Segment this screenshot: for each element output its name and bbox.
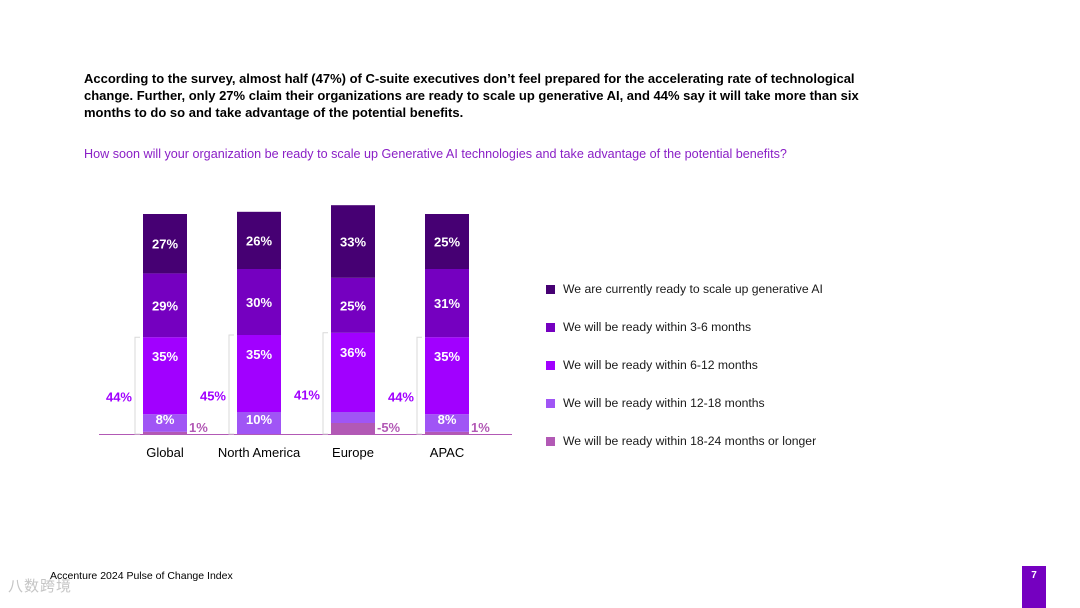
bar-segment xyxy=(425,431,469,434)
bar-segment xyxy=(425,214,469,269)
bar-segment xyxy=(331,205,375,278)
legend-swatch xyxy=(546,398,555,408)
footer-source: Accenture 2024 Pulse of Change Index xyxy=(50,570,233,582)
legend-item-6-12-months: We will be ready within 6-12 months xyxy=(546,346,886,384)
data-label: 33% xyxy=(340,235,366,250)
data-label: 29% xyxy=(152,298,178,313)
bracket-total-label: 44% xyxy=(106,390,132,405)
bar-segment xyxy=(331,423,375,434)
bracket-line xyxy=(416,336,422,435)
data-label: -5% xyxy=(377,420,401,435)
bar-segment xyxy=(143,214,187,274)
legend-label: We are currently ready to scale up gener… xyxy=(563,282,823,296)
data-label: 8% xyxy=(156,412,175,427)
bar-segment xyxy=(331,277,375,333)
category-label: Europe xyxy=(332,445,374,460)
bar-segment xyxy=(237,412,281,434)
data-label: 35% xyxy=(152,349,178,364)
intro-paragraph: According to the survey, almost half (47… xyxy=(84,71,859,120)
legend-item-ready-now: We are currently ready to scale up gener… xyxy=(546,270,886,308)
bar-segment xyxy=(143,337,187,415)
data-label: 26% xyxy=(246,233,272,248)
bar-segment xyxy=(143,431,187,434)
bar-segment xyxy=(425,337,469,415)
bracket-line xyxy=(228,334,234,435)
bar-segment xyxy=(143,414,187,432)
legend-swatch xyxy=(546,436,555,446)
data-label: 31% xyxy=(434,296,460,311)
data-label: 25% xyxy=(340,298,366,313)
bracket-total-label: 45% xyxy=(200,389,226,404)
survey-question: How soon will your organization be ready… xyxy=(84,147,787,161)
legend-item-12-18-months: We will be ready within 12-18 months xyxy=(546,384,886,422)
data-label: 1% xyxy=(471,420,490,435)
legend-swatch xyxy=(546,284,555,294)
bar-segment xyxy=(331,412,375,423)
data-label: 27% xyxy=(152,237,178,252)
bracket-total-label: 44% xyxy=(388,390,414,405)
data-label: 10% xyxy=(246,412,272,427)
data-label: 8% xyxy=(438,412,457,427)
data-label: 35% xyxy=(434,349,460,364)
stacked-bar-chart: 1% 8% 35% 29% 27% 44% Global 10% 35% 30% 26% 45% Nor… xyxy=(99,205,512,460)
legend-item-18-24-months: We will be ready within 18-24 months or … xyxy=(546,422,886,460)
page-number: 7 xyxy=(1022,566,1046,608)
category-label: Global xyxy=(146,445,184,460)
legend-swatch xyxy=(546,360,555,370)
legend-item-3-6-months: We will be ready within 3-6 months xyxy=(546,308,886,346)
bar-segment xyxy=(237,269,281,335)
legend-label: We will be ready within 3-6 months xyxy=(563,320,752,334)
data-label: 30% xyxy=(246,295,272,310)
bracket-total-label: 41% xyxy=(294,387,320,402)
legend-label: We will be ready within 12-18 months xyxy=(563,396,765,410)
bar-segment xyxy=(237,211,281,269)
bar-segment xyxy=(425,414,469,432)
category-label: APAC xyxy=(430,445,464,460)
legend-label: We will be ready within 18-24 months or … xyxy=(563,434,817,448)
data-label: 36% xyxy=(340,345,366,360)
legend-swatch xyxy=(546,322,555,332)
chart-legend: We are currently ready to scale up gener… xyxy=(546,270,886,460)
bar-segment xyxy=(237,335,281,412)
bracket-line xyxy=(134,336,140,435)
bracket-line xyxy=(322,332,328,435)
category-label: North America xyxy=(218,445,301,460)
data-label: 35% xyxy=(246,347,272,362)
bar-segment xyxy=(425,269,469,338)
watermark: 八数跨境 xyxy=(8,578,73,595)
bar-segment xyxy=(143,273,187,338)
legend-label: We will be ready within 6-12 months xyxy=(563,358,758,372)
bar-segment xyxy=(331,332,375,412)
data-label: 25% xyxy=(434,235,460,250)
data-label: 1% xyxy=(189,420,208,435)
